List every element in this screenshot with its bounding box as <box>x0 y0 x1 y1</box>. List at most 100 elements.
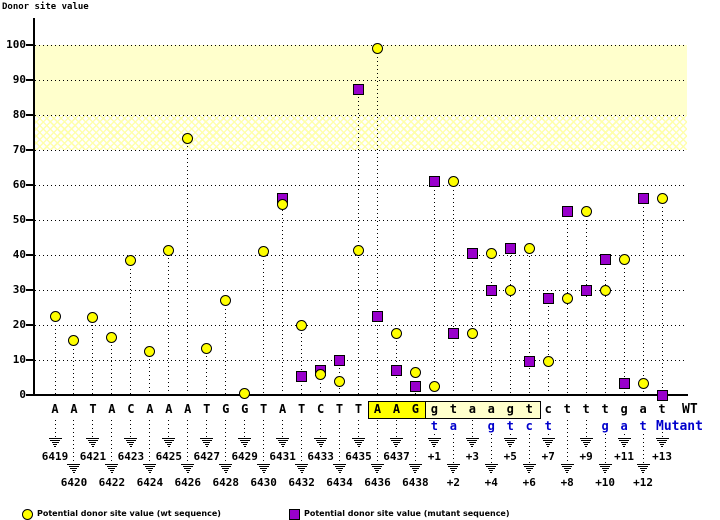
ground-bar <box>617 438 631 439</box>
mutant-marker <box>428 176 440 187</box>
position-stem <box>642 434 644 464</box>
wt-row-label: WT <box>682 402 698 417</box>
ground-bar <box>408 464 422 465</box>
ground-bar <box>276 438 290 439</box>
ground-bar <box>452 472 455 473</box>
ground-bar <box>281 446 284 447</box>
ground-bar <box>48 438 62 439</box>
wt-base-letter: T <box>354 402 363 416</box>
data-stem <box>623 259 625 394</box>
y-tick-mark <box>26 359 33 361</box>
ground-bar <box>241 442 249 443</box>
ground-bar <box>560 464 574 465</box>
ground-bar <box>295 464 309 465</box>
position-stem <box>92 420 94 438</box>
ground-bar <box>527 470 532 471</box>
position-stem <box>358 420 360 438</box>
position-number: 6435 <box>345 450 372 463</box>
data-stem <box>528 248 530 394</box>
ground-bar <box>182 466 193 467</box>
wt-base-letter: T <box>335 402 344 416</box>
ground-bar <box>129 446 132 447</box>
ground-bar <box>296 466 307 467</box>
wt-marker <box>125 255 137 267</box>
wt-marker <box>106 331 118 343</box>
y-tick-label: 90 <box>12 73 26 86</box>
mutant-marker <box>656 389 668 401</box>
position-number: +8 <box>560 476 574 489</box>
ground-icon <box>465 438 479 448</box>
y-tick-label: 20 <box>12 318 26 331</box>
wt-base-letter: a <box>487 402 495 416</box>
ground-bar <box>223 470 228 471</box>
wt-marker <box>182 132 194 144</box>
ground-bar <box>357 446 360 447</box>
position-number: +2 <box>446 476 460 489</box>
ground-bar <box>563 468 571 469</box>
ground-bar <box>91 446 94 447</box>
position-number: 6421 <box>79 450 107 463</box>
ground-bar <box>355 442 363 443</box>
ground-bar <box>260 468 268 469</box>
position-stem <box>414 420 416 464</box>
y-tick-label: 70 <box>12 143 26 156</box>
data-stem <box>547 298 549 394</box>
ground-bar <box>144 466 155 467</box>
ground-bar <box>413 470 418 471</box>
ground-bar <box>600 466 611 467</box>
wt-base-letter: t <box>563 402 571 416</box>
ground-icon <box>655 438 669 448</box>
ground-bar <box>127 442 135 443</box>
position-stem <box>339 420 341 464</box>
ground-bar <box>392 442 400 443</box>
position-number: 6425 <box>155 450 183 463</box>
wt-marker <box>466 327 478 339</box>
ground-bar <box>220 466 231 467</box>
ground-bar <box>582 442 590 443</box>
ground-bar <box>90 444 95 445</box>
grid-line <box>35 79 687 81</box>
y-tick-mark <box>26 254 33 256</box>
wt-marker <box>390 327 402 339</box>
position-stem <box>452 434 454 464</box>
mutant-base-letter: a <box>620 419 628 433</box>
ground-icon <box>560 464 574 474</box>
wt-base-letter: C <box>316 402 325 416</box>
wt-base-letter: A <box>108 402 116 416</box>
mutant-marker <box>353 83 365 95</box>
wt-marker <box>561 292 573 304</box>
ground-icon <box>86 438 100 448</box>
ground-bar <box>394 444 399 445</box>
position-number: 6437 <box>383 450 410 463</box>
y-tick-label: 50 <box>12 213 26 226</box>
y-tick-label: 100 <box>6 38 26 51</box>
ground-icon <box>200 438 214 448</box>
ground-bar <box>336 468 344 469</box>
wt-base-letter: C <box>127 402 135 416</box>
ground-icon <box>541 438 555 448</box>
ground-bar <box>186 472 189 473</box>
ground-bar <box>108 468 116 469</box>
wt-marker <box>409 367 421 379</box>
grid-line <box>35 149 687 151</box>
ground-icon <box>124 438 138 448</box>
position-number: +11 <box>614 450 635 463</box>
mutant-marker <box>447 327 459 339</box>
ground-bar <box>565 470 570 471</box>
ground-icon <box>636 464 650 474</box>
mutant-marker <box>542 292 554 304</box>
ground-bar <box>373 468 381 469</box>
ground-bar <box>484 464 498 465</box>
position-number: +13 <box>652 450 672 463</box>
wt-marker <box>87 311 99 323</box>
ground-bar <box>372 466 383 467</box>
wt-base-letter: t <box>449 402 457 416</box>
ground-bar <box>181 464 195 465</box>
wt-marker <box>618 254 630 266</box>
ground-bar <box>579 438 593 439</box>
mutant-base-letter: c <box>525 419 533 433</box>
mutant-marker <box>485 284 497 296</box>
ground-bar <box>562 466 573 467</box>
mutant-marker <box>409 380 421 392</box>
ground-bar <box>72 472 75 473</box>
